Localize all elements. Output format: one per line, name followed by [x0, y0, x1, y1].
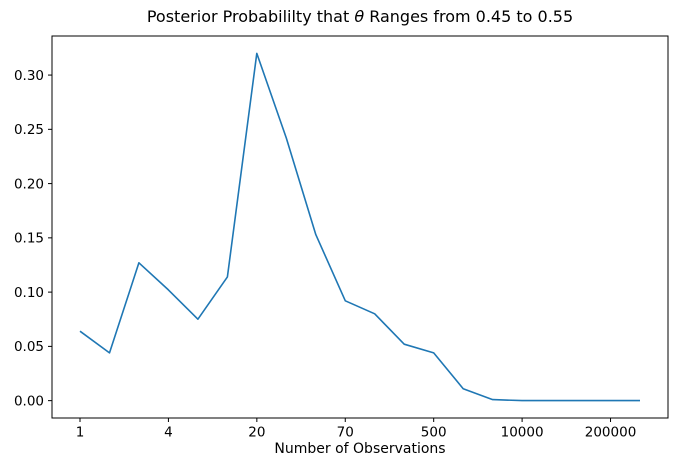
chart-title-text: Ranges from 0.45 to 0.55	[364, 7, 574, 26]
axes-frame	[51, 35, 669, 419]
y-tick-label: 0.25	[14, 122, 44, 138]
y-tick-label: 0.30	[14, 68, 44, 84]
y-tick-label: 0.00	[14, 393, 44, 409]
x-tick-label: 500	[421, 425, 447, 441]
y-tick-label: 0.20	[14, 176, 44, 192]
chart-title-text: Posterior Probabililty that	[146, 7, 355, 26]
x-tick-label: 70	[337, 425, 354, 441]
theta-symbol: θ	[354, 7, 365, 26]
series-line	[79, 52, 640, 402]
y-tick-label: 0.15	[14, 231, 44, 247]
y-tick-label: 0.05	[14, 339, 44, 355]
x-tick-label: 4	[164, 425, 173, 441]
x-tick-label: 1	[76, 425, 85, 441]
x-tick-label: 200000	[585, 425, 637, 441]
x-tick-label: 10000	[501, 425, 544, 441]
chart-title: Posterior Probabililty that θ Ranges fro…	[52, 7, 668, 26]
x-axis-label: Number of Observations	[274, 441, 446, 457]
x-tick-label: 20	[248, 425, 265, 441]
y-tick-label: 0.10	[14, 285, 44, 301]
